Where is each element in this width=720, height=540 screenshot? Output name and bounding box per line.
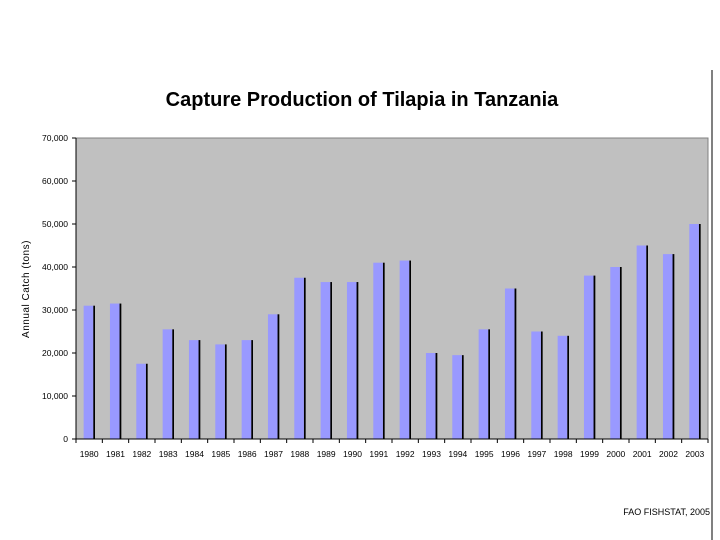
x-tick-label: 1986 xyxy=(238,449,257,459)
bar xyxy=(267,314,278,439)
bar xyxy=(452,355,462,439)
y-tick-label: 70,000 xyxy=(42,133,68,143)
bar xyxy=(109,303,120,439)
x-tick-label: 1992 xyxy=(396,449,415,459)
x-tick-label: 1988 xyxy=(290,449,309,459)
x-tick-label: 2002 xyxy=(659,449,678,459)
bar xyxy=(215,344,225,439)
bar xyxy=(83,305,94,439)
x-tick-label: 1990 xyxy=(343,449,362,459)
x-tick-label: 1989 xyxy=(317,449,336,459)
bar-shadow xyxy=(619,267,622,439)
x-tick-label: 1997 xyxy=(527,449,546,459)
x-tick-label: 1991 xyxy=(369,449,388,459)
bar-shadow xyxy=(540,331,543,439)
bar-shadow xyxy=(382,262,385,439)
bar-shadow xyxy=(409,260,411,439)
bar xyxy=(478,329,489,439)
x-tick-label: 1980 xyxy=(80,449,99,459)
y-axis: 0 10,000 20,000 30,000 40,000 50,000 60,000 70,… xyxy=(42,133,77,444)
bar-shadow xyxy=(277,314,280,439)
bar xyxy=(610,267,620,439)
y-axis-label: Annual Catch (tons) xyxy=(21,240,32,338)
bar-shadow xyxy=(488,329,490,439)
x-tick-label: 2003 xyxy=(685,449,704,459)
x-tick-label: 1994 xyxy=(448,449,467,459)
x-tick-label: 2001 xyxy=(633,449,652,459)
bar xyxy=(557,335,568,439)
bar-shadow xyxy=(646,245,648,439)
bar xyxy=(320,282,331,439)
bar xyxy=(346,282,357,439)
bar-shadow xyxy=(93,305,95,439)
x-tick-label: 1996 xyxy=(501,449,520,459)
bar xyxy=(425,353,436,439)
chart-title: Capture Production of Tilapia in Tanzani… xyxy=(166,89,560,111)
bar-shadow xyxy=(461,355,464,439)
y-tick-label: 20,000 xyxy=(42,348,68,358)
bar xyxy=(583,275,594,439)
bar xyxy=(662,254,673,439)
bar xyxy=(531,331,541,439)
bar-shadow xyxy=(303,277,306,439)
bar-shadow xyxy=(224,344,227,439)
bar xyxy=(294,277,304,439)
y-tick-label: 0 xyxy=(63,434,68,444)
x-tick-label: 1984 xyxy=(185,449,204,459)
bar xyxy=(162,329,173,439)
bar xyxy=(241,340,252,439)
bar-shadow xyxy=(672,254,675,439)
bar-shadow xyxy=(330,282,332,439)
x-tick-label: 1982 xyxy=(132,449,151,459)
bar xyxy=(504,288,515,439)
bar-shadow xyxy=(145,363,148,439)
bar xyxy=(373,262,383,439)
bar-shadow xyxy=(435,353,438,439)
bar-shadow xyxy=(356,282,359,439)
x-tick-label: 1993 xyxy=(422,449,441,459)
y-tick-label: 50,000 xyxy=(42,219,68,229)
bar-shadow xyxy=(514,288,517,439)
x-axis: 1980 1981 1982 1983 1984 1985 1986 1987 1988 1989… xyxy=(75,438,709,459)
x-tick-label: 1998 xyxy=(554,449,573,459)
bar-shadow xyxy=(198,340,201,439)
bar-shadow xyxy=(567,335,569,439)
bar xyxy=(636,245,647,439)
bar xyxy=(188,340,199,439)
bar xyxy=(689,224,699,439)
x-tick-label: 1983 xyxy=(159,449,178,459)
x-tick-label: 1981 xyxy=(106,449,125,459)
x-tick-label: 1995 xyxy=(475,449,494,459)
bar-shadow xyxy=(251,340,253,439)
bar-shadow xyxy=(119,303,122,439)
x-tick-label: 1987 xyxy=(264,449,283,459)
bar-series xyxy=(83,224,701,439)
y-tick-label: 10,000 xyxy=(42,391,68,401)
x-tick-label: 1999 xyxy=(580,449,599,459)
bar-shadow xyxy=(172,329,174,439)
bar xyxy=(136,363,146,439)
y-tick-label: 40,000 xyxy=(42,262,68,272)
bar xyxy=(399,260,410,439)
x-tick-label: 2000 xyxy=(606,449,625,459)
bar-shadow xyxy=(593,275,596,439)
y-tick-label: 30,000 xyxy=(42,305,68,315)
y-tick-label: 60,000 xyxy=(42,176,68,186)
x-tick-label: 1985 xyxy=(211,449,230,459)
source-note: FAO FISHSTAT, 2005 xyxy=(623,507,710,517)
bar-shadow xyxy=(698,224,701,439)
